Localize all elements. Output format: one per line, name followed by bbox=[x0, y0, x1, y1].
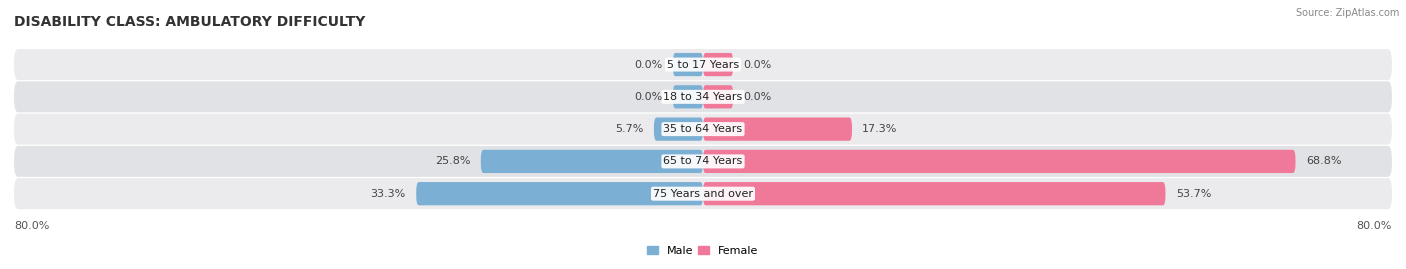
FancyBboxPatch shape bbox=[703, 150, 1295, 173]
Text: 35 to 64 Years: 35 to 64 Years bbox=[664, 124, 742, 134]
FancyBboxPatch shape bbox=[14, 178, 1392, 209]
FancyBboxPatch shape bbox=[481, 150, 703, 173]
FancyBboxPatch shape bbox=[703, 85, 733, 108]
Text: 0.0%: 0.0% bbox=[634, 92, 662, 102]
Text: 53.7%: 53.7% bbox=[1175, 189, 1211, 199]
Text: 68.8%: 68.8% bbox=[1306, 156, 1341, 167]
Text: 80.0%: 80.0% bbox=[1357, 221, 1392, 231]
Legend: Male, Female: Male, Female bbox=[647, 246, 759, 256]
Text: 33.3%: 33.3% bbox=[371, 189, 406, 199]
FancyBboxPatch shape bbox=[14, 49, 1392, 80]
FancyBboxPatch shape bbox=[14, 81, 1392, 112]
Text: 0.0%: 0.0% bbox=[744, 59, 772, 70]
FancyBboxPatch shape bbox=[703, 118, 852, 141]
Text: 0.0%: 0.0% bbox=[634, 59, 662, 70]
FancyBboxPatch shape bbox=[703, 53, 733, 76]
FancyBboxPatch shape bbox=[703, 182, 1166, 205]
Text: 5 to 17 Years: 5 to 17 Years bbox=[666, 59, 740, 70]
Text: 80.0%: 80.0% bbox=[14, 221, 49, 231]
Text: 75 Years and over: 75 Years and over bbox=[652, 189, 754, 199]
Text: 65 to 74 Years: 65 to 74 Years bbox=[664, 156, 742, 167]
Text: 18 to 34 Years: 18 to 34 Years bbox=[664, 92, 742, 102]
FancyBboxPatch shape bbox=[14, 146, 1392, 177]
Text: 0.0%: 0.0% bbox=[744, 92, 772, 102]
FancyBboxPatch shape bbox=[673, 85, 703, 108]
FancyBboxPatch shape bbox=[416, 182, 703, 205]
FancyBboxPatch shape bbox=[673, 53, 703, 76]
Text: 5.7%: 5.7% bbox=[616, 124, 644, 134]
FancyBboxPatch shape bbox=[14, 114, 1392, 145]
Text: DISABILITY CLASS: AMBULATORY DIFFICULTY: DISABILITY CLASS: AMBULATORY DIFFICULTY bbox=[14, 15, 366, 29]
Text: 17.3%: 17.3% bbox=[862, 124, 897, 134]
Text: 25.8%: 25.8% bbox=[434, 156, 471, 167]
Text: Source: ZipAtlas.com: Source: ZipAtlas.com bbox=[1295, 8, 1399, 18]
FancyBboxPatch shape bbox=[654, 118, 703, 141]
